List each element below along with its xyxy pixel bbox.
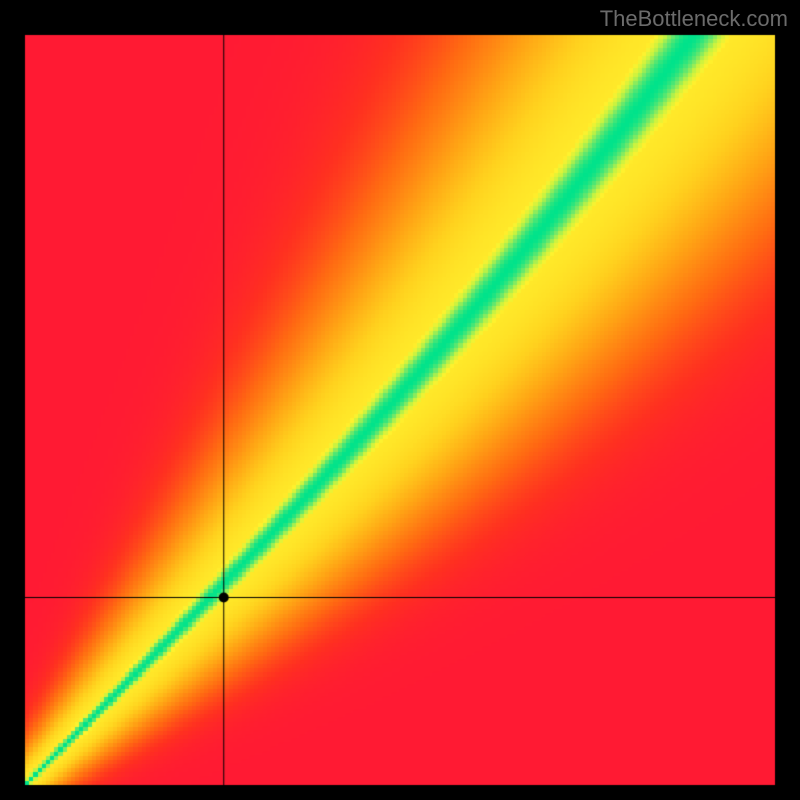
heatmap-canvas [0, 0, 800, 800]
chart-container: TheBottleneck.com [0, 0, 800, 800]
watermark-label: TheBottleneck.com [600, 6, 788, 32]
